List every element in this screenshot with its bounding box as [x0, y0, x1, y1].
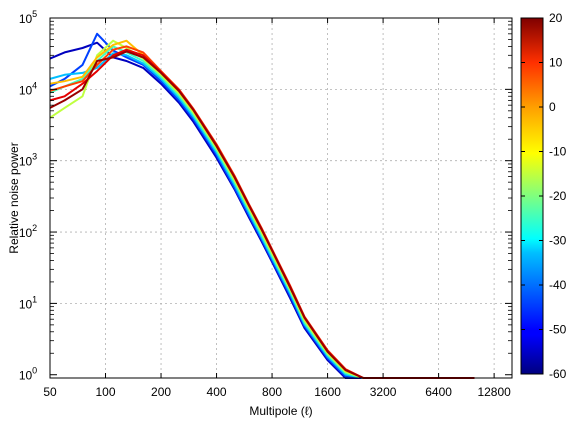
x-axis: 50 100 200 400 800 1600 3200 6400 12800 — [43, 18, 511, 399]
colorbar-tick-label: -50 — [549, 323, 567, 337]
colorbar-tick-label: -10 — [549, 145, 567, 159]
series-line — [49, 39, 475, 379]
y-tick-label: 100 — [19, 366, 37, 383]
x-tick-label: 6400 — [425, 385, 452, 399]
series-line — [49, 39, 475, 379]
y-tick-label: 104 — [19, 80, 37, 97]
y-tick-label: 101 — [19, 294, 37, 311]
plot-frame — [49, 17, 513, 379]
colorbar-ticks: 20 10 0 -10 -20 -30 -40 -50 -60 — [521, 11, 567, 381]
colorbar-tick-label: -40 — [549, 278, 567, 292]
y-tick-label: 103 — [19, 152, 37, 169]
colorbar-tick-label: 10 — [549, 56, 563, 70]
x-tick-label: 400 — [207, 385, 227, 399]
y-tick-label: 105 — [19, 9, 37, 26]
x-tick-label: 12800 — [477, 385, 511, 399]
colorbar-tick-label: -60 — [549, 367, 567, 381]
x-tick-label: 50 — [43, 385, 57, 399]
grid — [50, 18, 512, 378]
colorbar-tick-label: -30 — [549, 234, 567, 248]
colorbar-tick-label: 20 — [549, 11, 563, 25]
series-line — [49, 48, 475, 379]
series-line — [49, 45, 475, 379]
series-line — [49, 52, 475, 379]
series-line — [49, 32, 475, 379]
series-line — [49, 41, 475, 379]
y-tick-label: 102 — [19, 223, 37, 240]
y-axis-label: Relative noise power — [7, 142, 21, 253]
x-tick-label: 1600 — [314, 385, 341, 399]
x-tick-label: 800 — [262, 385, 282, 399]
series-group — [49, 32, 475, 379]
colorbar-tick-label: 0 — [549, 100, 556, 114]
series-line — [49, 45, 475, 379]
series-line — [49, 50, 475, 379]
colorbar: 20 10 0 -10 -20 -30 -40 -50 -60 — [520, 11, 567, 381]
x-tick-label: 200 — [151, 385, 171, 399]
x-tick-label: 3200 — [370, 385, 397, 399]
x-tick-label: 100 — [96, 385, 116, 399]
x-axis-label: Multipole (ℓ) — [249, 404, 312, 418]
colorbar-tick-label: -20 — [549, 189, 567, 203]
